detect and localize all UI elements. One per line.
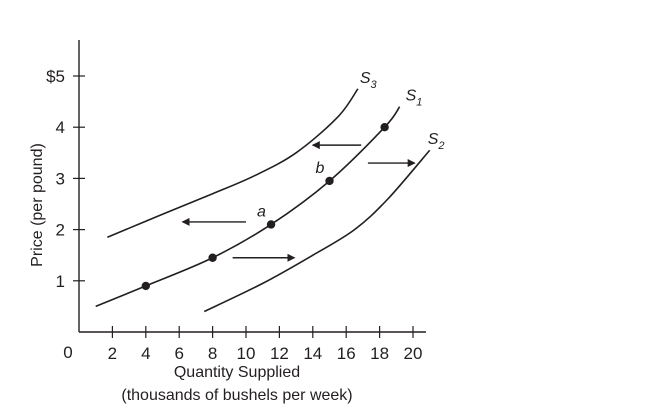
supply-curves: S3 S1 S2 — [95, 70, 445, 313]
data-points: ab — [141, 123, 389, 291]
data-point — [141, 281, 150, 291]
x-tick-label: 18 — [370, 344, 389, 363]
y-tick-label: 2 — [56, 221, 65, 240]
x-tick-label: 10 — [237, 344, 256, 363]
shift-arrows — [181, 141, 416, 262]
y-axis-title: Price (per pound) — [29, 143, 46, 267]
point-label-b: b — [316, 160, 325, 177]
data-point — [266, 220, 276, 229]
x-tick-label: 2 — [108, 344, 117, 363]
curve-label-s3: S3 — [360, 70, 378, 91]
data-point — [380, 123, 389, 132]
curve-label-s2: S2 — [428, 131, 445, 152]
x-tick-label: 20 — [404, 344, 423, 363]
y-tick-label: 3 — [56, 169, 65, 188]
y-tick-label: 4 — [56, 118, 65, 137]
x-tick-label: 8 — [208, 344, 217, 363]
data-point — [208, 253, 217, 262]
y-ticks: 1 2 3 4 $5 — [46, 67, 85, 291]
x-tick-label: 14 — [303, 344, 322, 363]
curve-label-s1: S1 — [406, 88, 423, 109]
x-tick-label: 6 — [174, 344, 183, 363]
point-label-a: a — [257, 203, 266, 220]
supply-curve-s2 — [203, 149, 431, 313]
x-tick-label: 16 — [337, 344, 356, 363]
origin-label: 0 — [63, 343, 72, 362]
x-axis-subtitle: (thousands of bushels per week) — [121, 387, 352, 404]
x-axis-title: Quantity Supplied — [174, 364, 300, 381]
y-tick-label: 1 — [56, 272, 65, 291]
supply-curve-s3 — [107, 88, 359, 239]
x-tick-label: 12 — [270, 344, 289, 363]
x-tick-label: 4 — [141, 344, 150, 363]
x-ticks: 2 4 6 8 10 12 14 16 18 20 — [108, 326, 423, 363]
data-point — [325, 176, 334, 186]
supply-curve-s1 — [95, 106, 401, 308]
y-tick-label: $5 — [46, 67, 65, 86]
